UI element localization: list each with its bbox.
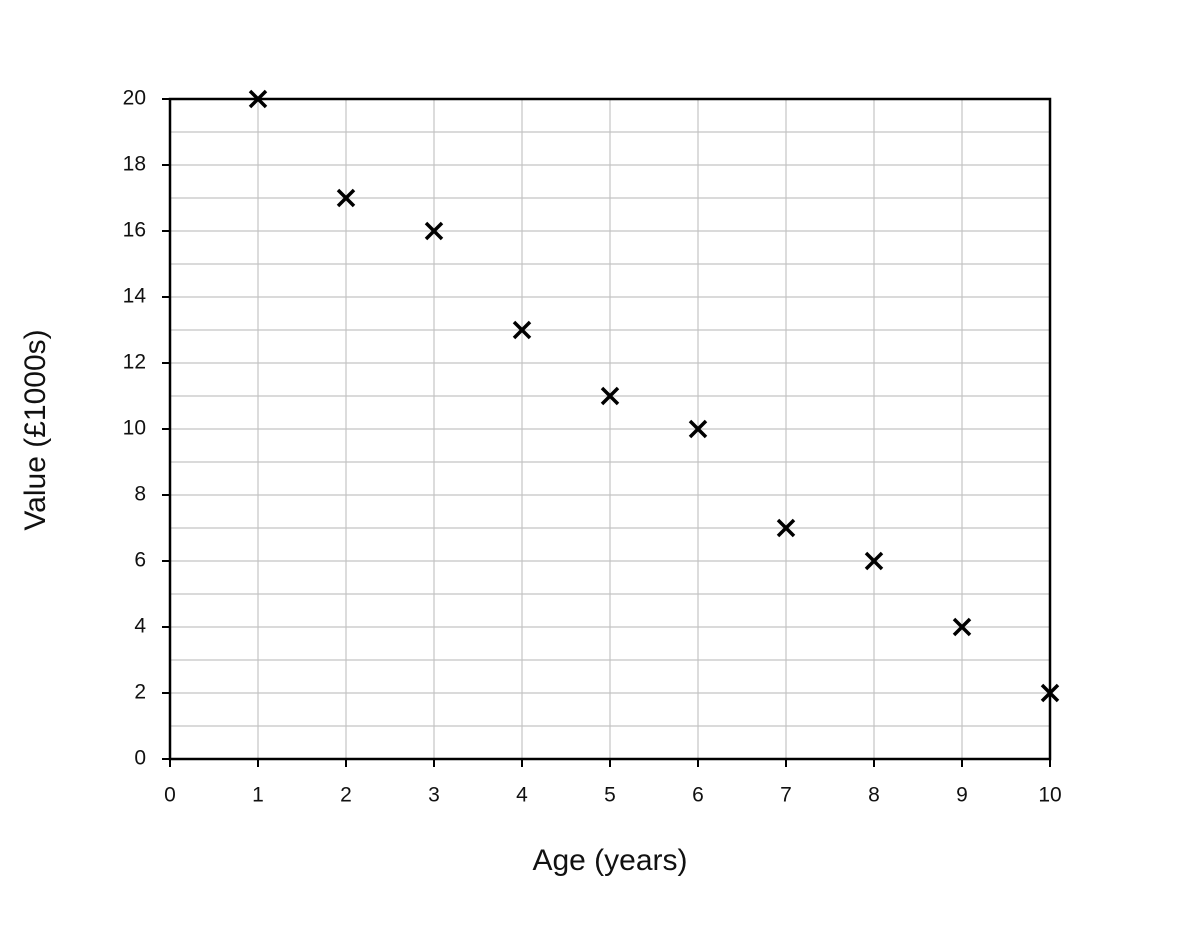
point bbox=[864, 551, 884, 571]
x-tick-label: 6 bbox=[692, 784, 704, 807]
point bbox=[952, 617, 972, 637]
y-tick-label: 18 bbox=[123, 153, 146, 176]
y-tick-label: 16 bbox=[123, 219, 146, 242]
plot-frame bbox=[168, 97, 1052, 761]
point bbox=[336, 188, 356, 208]
y-tick-label: 10 bbox=[123, 417, 146, 440]
y-tick-label: 4 bbox=[134, 615, 146, 638]
x-tick-label: 8 bbox=[868, 784, 880, 807]
x-tick-label: 4 bbox=[516, 784, 528, 807]
x-tick-label: 0 bbox=[164, 784, 176, 807]
y-tick-label: 12 bbox=[123, 351, 146, 374]
x-tick-label: 5 bbox=[604, 784, 616, 807]
y-tick-label: 0 bbox=[134, 747, 146, 770]
x-tick-label: 9 bbox=[956, 784, 968, 807]
point bbox=[776, 518, 796, 538]
x-tick-label: 1 bbox=[252, 784, 264, 807]
y-tick-label: 14 bbox=[123, 285, 147, 308]
y-tick-label: 20 bbox=[123, 87, 146, 110]
x-tick-label: 2 bbox=[340, 784, 352, 807]
point bbox=[512, 320, 532, 340]
point bbox=[1040, 683, 1060, 703]
x-tick-label: 7 bbox=[780, 784, 792, 807]
x-tick-label: 3 bbox=[428, 784, 440, 807]
y-tick-label: 2 bbox=[134, 681, 146, 704]
point bbox=[248, 89, 268, 109]
y-axis-title: Value (£1000s) bbox=[19, 329, 52, 530]
point bbox=[688, 419, 708, 439]
x-axis-title: Age (years) bbox=[532, 844, 687, 877]
point bbox=[424, 221, 444, 241]
point bbox=[600, 386, 620, 406]
y-tick-label: 8 bbox=[134, 483, 146, 506]
y-tick-label: 6 bbox=[134, 549, 146, 572]
x-tick-label: 10 bbox=[1038, 784, 1061, 807]
